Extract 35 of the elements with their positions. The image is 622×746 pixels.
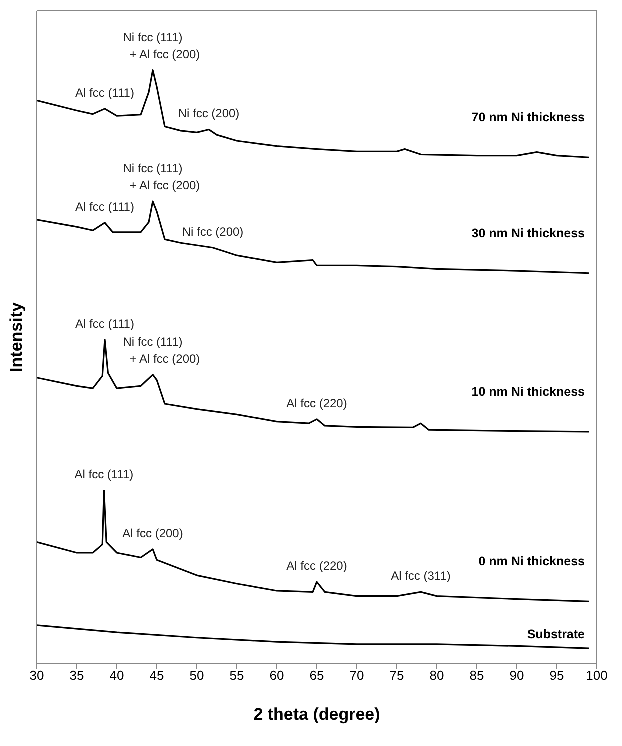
- x-axis-title: 2 theta (degree): [254, 705, 380, 724]
- text: 30 nm Ni thickness: [472, 226, 586, 240]
- text: 10 nm Ni thickness: [472, 384, 586, 399]
- x-tick-label: 30: [30, 668, 44, 684]
- annotation: Al fcc (200): [122, 526, 184, 540]
- x-tick-label: 70: [350, 668, 364, 684]
- annotation: Al fcc (311): [391, 569, 451, 584]
- x-tick-label: 55: [230, 668, 244, 684]
- x-tick-label: 90: [510, 668, 524, 684]
- x-tick-label: 80: [430, 668, 444, 684]
- x-tick-label: 65: [310, 668, 324, 684]
- annotation: Ni fcc (111) + Al fcc (200): [123, 162, 200, 193]
- x-tick-label: 40: [110, 668, 124, 684]
- annotation: Al fcc (111): [76, 316, 134, 331]
- annotation: Ni fcc (200): [182, 224, 244, 239]
- x-tick-label: 85: [470, 668, 484, 684]
- annotation: Al fcc (220): [286, 559, 348, 574]
- text: 70 nm Ni thickness: [472, 110, 586, 125]
- x-tick-label: 75: [390, 668, 404, 684]
- annotation: Ni fcc (111) + Al fcc (200): [123, 30, 200, 62]
- x-tick-label: 50: [190, 668, 204, 684]
- x-tick-label: 35: [70, 668, 84, 684]
- annotation: Al fcc (111): [74, 468, 134, 482]
- x-tick-label: 60: [270, 668, 284, 684]
- y-axis-title: Intensity: [7, 302, 26, 372]
- text: 0 nm Ni thickness: [478, 554, 586, 569]
- annotation: Ni fcc (200): [178, 106, 240, 121]
- annotation: Al fcc (111): [76, 200, 134, 214]
- x-tick-label: 45: [150, 668, 164, 684]
- series-label: Substrate: [527, 628, 586, 642]
- annotation: Ni fcc (111) + Al fcc (200): [123, 334, 200, 366]
- annotation: Al fcc (111): [76, 86, 134, 100]
- x-tick-label: 100: [586, 668, 608, 684]
- annotation: Al fcc (220): [286, 396, 348, 410]
- x-tick-label: 95: [550, 668, 564, 684]
